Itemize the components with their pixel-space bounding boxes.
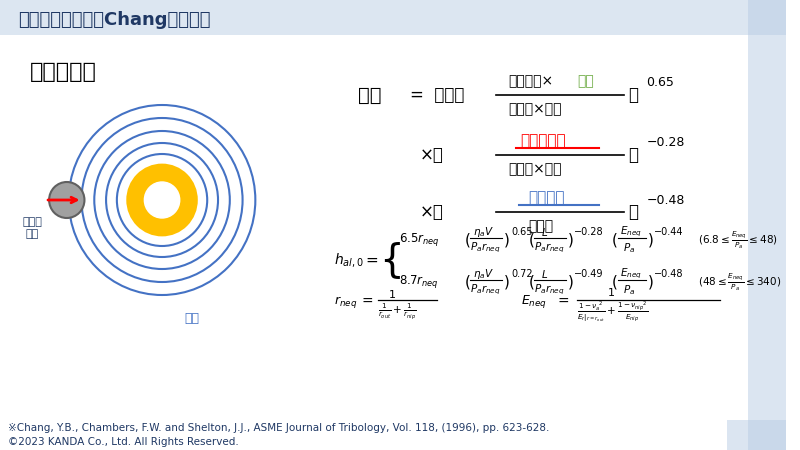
Text: $P_a r_{neq}$: $P_a r_{neq}$ [470, 283, 501, 297]
Text: 厚み: 厚み [358, 86, 382, 104]
Text: 速度: 速度 [578, 74, 594, 88]
Text: ©2023 KANDA Co., Ltd. All Rights Reserved.: ©2023 KANDA Co., Ltd. All Rights Reserve… [8, 437, 238, 447]
Text: $8.7 r_{neq}$: $8.7 r_{neq}$ [398, 274, 438, 291]
Text: −0.28: −0.28 [574, 227, 603, 237]
Text: −0.28: −0.28 [646, 136, 685, 149]
Text: ): ) [568, 233, 574, 248]
Text: =: = [558, 295, 570, 309]
Text: $\frac{1-\nu_a{}^2}{E_r|_{r=r_{out}}}+\frac{1-\nu_{nip}{}^2}{E_{nip}}$: $\frac{1-\nu_a{}^2}{E_r|_{r=r_{out}}}+\f… [578, 300, 649, 324]
Text: =: = [362, 295, 373, 309]
Text: ニップ
荷重: ニップ 荷重 [22, 217, 42, 239]
Text: ×（: ×（ [419, 203, 443, 221]
Text: $h_{al,0}$: $h_{al,0}$ [334, 251, 364, 269]
Text: ×（: ×（ [419, 146, 443, 164]
Text: ）: ） [629, 203, 638, 221]
Circle shape [128, 165, 197, 235]
Text: ): ) [504, 233, 510, 248]
FancyBboxPatch shape [748, 0, 786, 450]
Text: ）: ） [629, 146, 638, 164]
Text: 大気圧×半径: 大気圧×半径 [509, 162, 562, 176]
Text: ニップ荷重: ニップ荷重 [521, 134, 566, 149]
Text: −0.44: −0.44 [654, 227, 683, 237]
Text: −0.48: −0.48 [646, 194, 685, 207]
Text: 空気粘度×: 空気粘度× [509, 74, 554, 88]
Text: ）: ） [629, 86, 638, 104]
Text: (: ( [528, 233, 534, 248]
Text: 空気: 空気 [184, 311, 199, 324]
Text: (: ( [465, 233, 470, 248]
Text: 0.65: 0.65 [646, 76, 674, 90]
Text: −0.48: −0.48 [654, 269, 683, 279]
FancyBboxPatch shape [0, 0, 786, 35]
Text: $6.5 r_{neq}$: $6.5 r_{neq}$ [398, 231, 439, 248]
Text: $(48 \leq \frac{E_{neq}}{P_a} \leq 340)$: $(48 \leq \frac{E_{neq}}{P_a} \leq 340)$ [698, 271, 782, 293]
Text: ヤング率: ヤング率 [528, 190, 565, 206]
Text: −0.49: −0.49 [574, 269, 603, 279]
Text: 大気圧: 大気圧 [528, 219, 554, 233]
Text: $E_{neq}$: $E_{neq}$ [620, 225, 642, 239]
Circle shape [49, 182, 85, 218]
Text: $L$: $L$ [541, 268, 548, 280]
Text: $E_{neq}$: $E_{neq}$ [521, 293, 546, 310]
Text: $P_a r_{neq}$: $P_a r_{neq}$ [534, 241, 565, 255]
Text: $\eta_a V$: $\eta_a V$ [474, 267, 494, 281]
Text: =: = [366, 252, 378, 267]
Text: $L$: $L$ [541, 226, 548, 238]
FancyBboxPatch shape [726, 420, 786, 450]
Circle shape [144, 182, 180, 218]
Text: $\eta_a V$: $\eta_a V$ [474, 225, 494, 239]
Text: {: { [379, 241, 404, 279]
Text: (: ( [612, 233, 618, 248]
Text: 0.72: 0.72 [512, 269, 534, 279]
Text: ): ) [648, 274, 654, 289]
Text: =  半径（: = 半径（ [410, 86, 464, 104]
Text: $P_a r_{neq}$: $P_a r_{neq}$ [534, 283, 565, 297]
Text: ): ) [568, 274, 574, 289]
Text: $P_a$: $P_a$ [622, 241, 635, 255]
Text: $1$: $1$ [388, 288, 396, 300]
Text: 0.65: 0.65 [512, 227, 533, 237]
Text: $P_a$: $P_a$ [622, 283, 635, 297]
Text: $E_{neq}$: $E_{neq}$ [620, 267, 642, 281]
Text: $r_{neq}$: $r_{neq}$ [334, 294, 357, 310]
Text: $1$: $1$ [607, 286, 615, 298]
Text: $\frac{1}{r_{out}} + \frac{1}{r_{nip}}$: $\frac{1}{r_{out}} + \frac{1}{r_{nip}}$ [378, 302, 417, 322]
Text: ニップあり: ニップあり [30, 62, 96, 82]
Text: (: ( [612, 274, 618, 289]
Text: $(6.8 \leq \frac{E_{neq}}{P_a} \leq 48)$: $(6.8 \leq \frac{E_{neq}}{P_a} \leq 48)$ [698, 229, 778, 251]
Text: ): ) [504, 274, 510, 289]
Text: $P_a r_{neq}$: $P_a r_{neq}$ [470, 241, 501, 255]
Text: (: ( [465, 274, 470, 289]
Text: 初期厚みの算出（Changモデル）: 初期厚みの算出（Changモデル） [18, 11, 210, 29]
Text: ): ) [648, 233, 654, 248]
Text: (: ( [528, 274, 534, 289]
Text: ※Chang, Y.B., Chambers, F.W. and Shelton, J.J., ASME Journal of Tribology, Vol. : ※Chang, Y.B., Chambers, F.W. and Shelton… [8, 423, 550, 433]
Text: 大気圧×半径: 大気圧×半径 [509, 102, 562, 116]
